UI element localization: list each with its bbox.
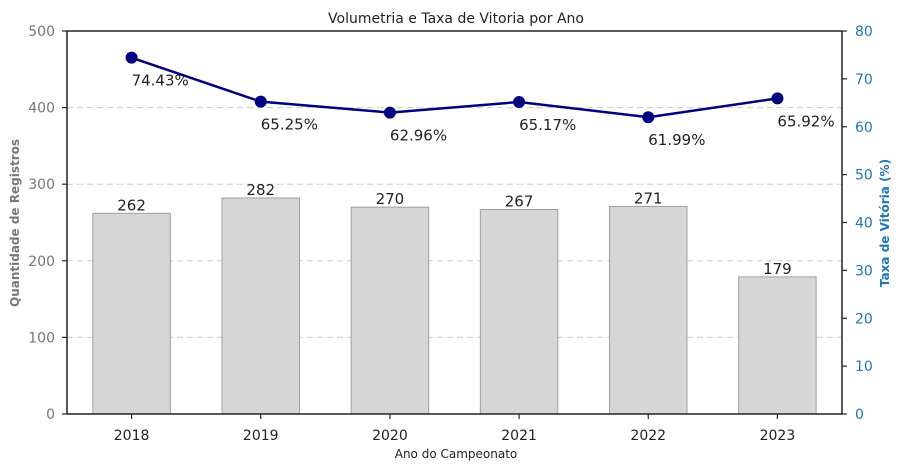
bar-value-label: 267 — [505, 192, 534, 210]
bar-value-label: 179 — [763, 260, 792, 278]
bar — [92, 212, 171, 415]
axes — [66, 30, 843, 415]
x-axis-title: Ano do Campeonato — [395, 447, 518, 461]
left-tick-label: 300 — [28, 177, 55, 193]
x-tick-label: 2023 — [760, 428, 796, 444]
line-value-label: 65.92% — [777, 112, 834, 130]
right-tick-label: 20 — [855, 311, 873, 327]
line-point — [513, 95, 526, 108]
right-tick-label: 0 — [855, 407, 864, 423]
line-value-label: 65.25% — [261, 116, 318, 134]
line-value-label: 62.96% — [390, 127, 447, 145]
ticks: 0 100 200 300 400 500 0 10 20 30 40 50 60 70 80 2018 201… — [28, 24, 873, 444]
x-tick-label: 2021 — [501, 428, 537, 444]
line-point — [254, 95, 267, 108]
chart-title: Volumetria e Taxa de Vitoria por Ano — [328, 11, 584, 27]
bar — [479, 208, 559, 415]
y-axis-title-right: Taxa de Vitória (%) — [878, 159, 892, 287]
x-tick-label: 2018 — [114, 428, 150, 444]
line-point — [383, 106, 396, 119]
bar-series — [92, 197, 817, 415]
bar — [609, 205, 688, 415]
left-tick-label: 0 — [46, 407, 55, 423]
line-point — [125, 51, 138, 64]
grid-lines — [67, 107, 842, 338]
line-point — [642, 111, 655, 124]
left-tick-label: 200 — [28, 254, 55, 270]
line-value-label: 61.99% — [648, 131, 705, 149]
left-tick-label: 400 — [28, 101, 55, 117]
y-axis-title-left: Quantidade de Registros — [8, 139, 22, 307]
line-value-label: 65.17% — [519, 116, 576, 134]
line-series — [125, 51, 784, 124]
right-tick-label: 70 — [855, 72, 873, 88]
bar — [738, 276, 817, 415]
left-tick-label: 500 — [28, 24, 55, 40]
line-path — [131, 56, 778, 119]
line-point — [771, 92, 784, 105]
right-tick-label: 60 — [855, 120, 873, 136]
left-tick-label: 100 — [28, 330, 55, 346]
right-tick-label: 30 — [855, 263, 873, 279]
bar — [350, 206, 430, 415]
bar-value-label: 282 — [246, 181, 275, 199]
bar-value-label: 262 — [117, 196, 146, 214]
bar-value-label: 271 — [634, 189, 663, 207]
line-value-label: 74.43% — [132, 72, 189, 90]
right-tick-label: 50 — [855, 168, 873, 184]
x-tick-label: 2020 — [372, 428, 408, 444]
data-labels: 262 282 270 267 271 179 74.43% 65.25% 62.96% 65.1… — [117, 72, 834, 278]
right-tick-label: 40 — [855, 216, 873, 232]
bar-value-label: 270 — [376, 190, 405, 208]
right-tick-label: 10 — [855, 359, 873, 375]
x-tick-label: 2019 — [243, 428, 279, 444]
right-tick-label: 80 — [855, 24, 873, 40]
bar — [221, 197, 300, 415]
x-tick-label: 2022 — [630, 428, 666, 444]
